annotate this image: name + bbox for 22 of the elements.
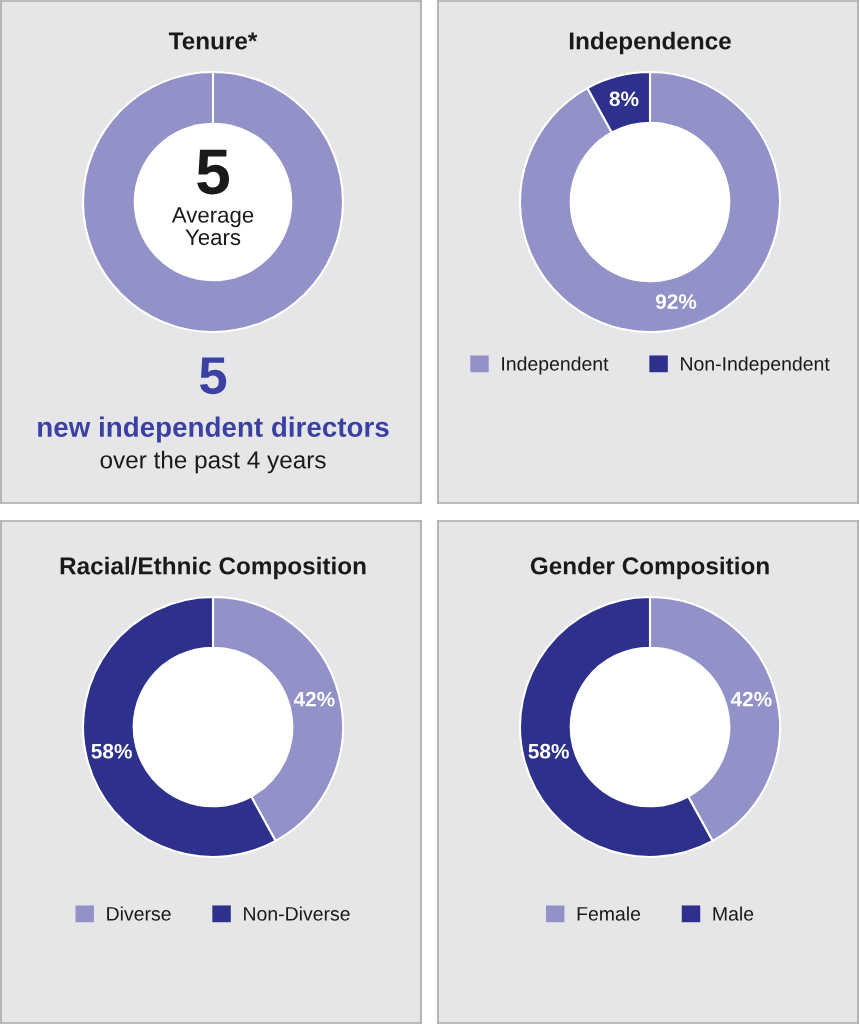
data-label: 92% bbox=[655, 294, 697, 309]
text: 5 bbox=[197, 149, 229, 195]
legend-label: Male bbox=[713, 906, 754, 921]
donut-slice bbox=[518, 70, 782, 334]
chart-title: Gender Composition bbox=[530, 556, 769, 580]
legend-label: Female bbox=[577, 906, 641, 921]
data-label: 42% bbox=[293, 691, 335, 707]
data-label: 8% bbox=[609, 91, 639, 107]
text: over the past 4 years bbox=[100, 450, 326, 474]
data-label: 42% bbox=[730, 691, 772, 707]
chart-title: Independence bbox=[569, 31, 731, 55]
text: Tenure* bbox=[168, 32, 258, 50]
legend-label: Non-Diverse bbox=[244, 906, 350, 921]
chart-title: Racial/Ethnic Composition bbox=[60, 556, 366, 580]
data-label: 58% bbox=[528, 743, 569, 759]
text: 5 bbox=[199, 357, 227, 395]
legend-label: Non-Independent bbox=[681, 356, 830, 375]
data-label: 58% bbox=[91, 743, 132, 759]
text: Average Years bbox=[171, 207, 254, 246]
text: new independent directors bbox=[38, 416, 389, 443]
legend-label: Diverse bbox=[107, 906, 171, 921]
legend-label: Independent bbox=[502, 356, 609, 375]
